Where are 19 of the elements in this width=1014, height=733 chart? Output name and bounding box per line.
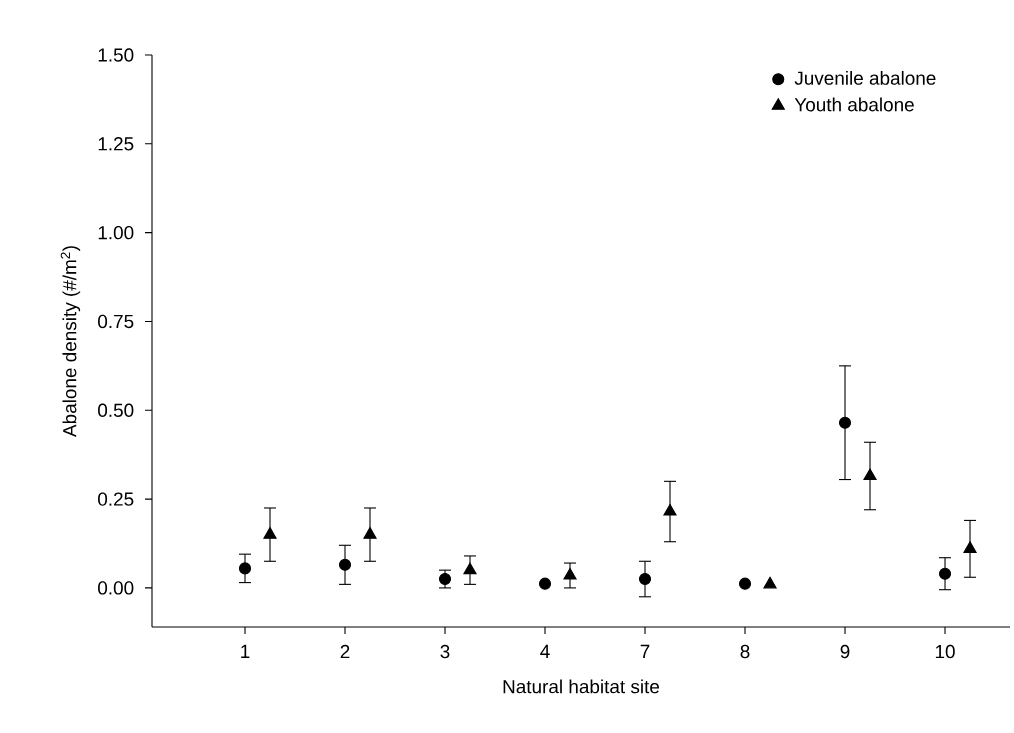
x-tick-label: 10 (935, 644, 955, 659)
y-tick-label: 0.00 (98, 581, 134, 595)
y-tick-label: 0.50 (98, 403, 134, 417)
legend-label: Youth abalone (794, 97, 914, 112)
x-tick-label: 7 (640, 644, 650, 658)
y-tick-label: 0.25 (98, 492, 134, 506)
x-tick-label: 1 (241, 644, 250, 658)
x-tick-label: 4 (540, 644, 550, 658)
y-tick-label: 1.25 (98, 137, 134, 151)
x-tick-label: 8 (740, 644, 750, 659)
x-axis-title: Natural habitat site (503, 679, 660, 694)
y-tick-label: 1.50 (98, 48, 134, 62)
y-tick-label: 0.75 (98, 314, 134, 329)
y-tick-label: 1.00 (98, 225, 134, 240)
x-tick-label: 2 (340, 644, 350, 659)
x-tick-label: 3 (440, 644, 450, 659)
x-tick-label: 9 (840, 644, 850, 659)
y-axis-title: Abalone density (#/m$^{2}$) (60, 246, 81, 437)
legend-label: Juvenile abalone (794, 70, 936, 85)
